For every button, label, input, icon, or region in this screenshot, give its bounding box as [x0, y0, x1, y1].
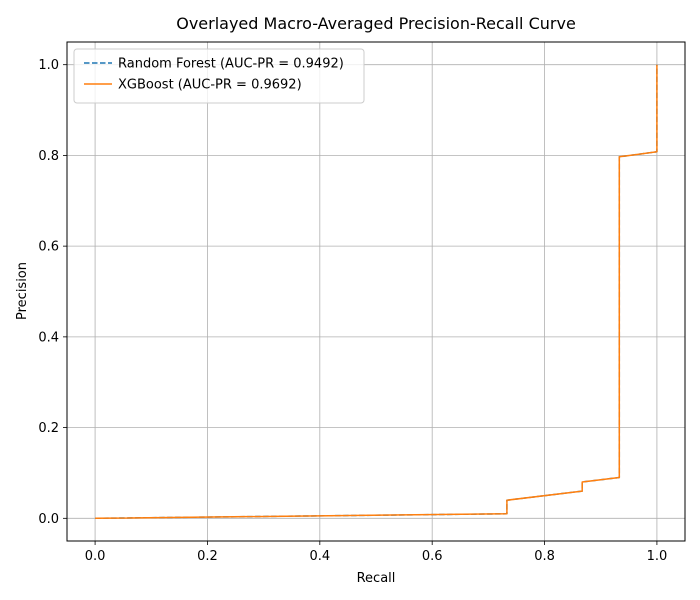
series-line-2 [95, 64, 658, 520]
y-tick-label: 0.4 [38, 330, 59, 345]
y-axis-label: Precision [15, 262, 30, 320]
y-tick-label: 1.0 [38, 58, 59, 73]
chart-title: Overlayed Macro-Averaged Precision-Recal… [176, 14, 576, 33]
series-line-1 [95, 64, 658, 520]
legend-box [73, 48, 365, 104]
y-tick-label: 0.8 [38, 149, 59, 164]
legend: Random Forest (AUC-PR = 0.9492) XGBoost (… [73, 48, 365, 104]
x-axis-label: Recall [357, 571, 396, 586]
y-tick-label: 0.2 [38, 421, 59, 436]
ticks: 0.0 0.2 0.4 0.6 0.8 1.0 0.0 0.2 0.4 0.6 0.8 1.0 [38, 58, 667, 564]
legend-label-2: XGBoost (AUC-PR = 0.9692) [118, 78, 302, 93]
x-tick-label: 0.4 [309, 549, 330, 564]
grid-lines [67, 42, 685, 541]
plot-frame [66, 41, 686, 542]
x-tick-label: 1.0 [647, 549, 668, 564]
x-tick-label: 0.8 [534, 549, 555, 564]
x-tick-label: 0.6 [422, 549, 443, 564]
series-layer [95, 64, 658, 520]
x-tick-label: 0.0 [85, 549, 106, 564]
y-tick-label: 0.0 [38, 512, 59, 527]
x-tick-label: 0.2 [197, 549, 218, 564]
legend-label-1: Random Forest (AUC-PR = 0.9492) [118, 57, 344, 72]
y-tick-label: 0.6 [38, 240, 59, 255]
